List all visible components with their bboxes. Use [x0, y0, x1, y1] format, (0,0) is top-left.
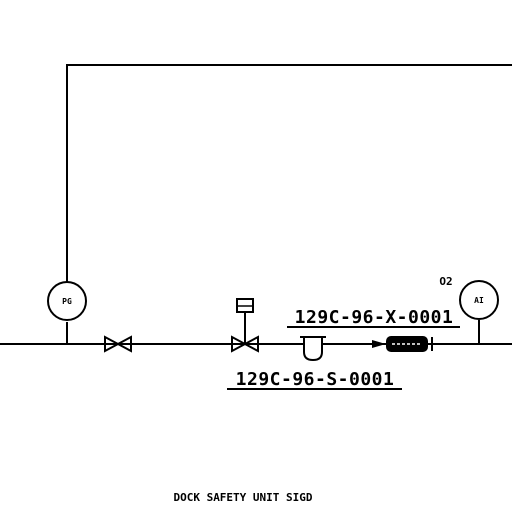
ai-label: AI	[474, 296, 484, 305]
line-tag-upper-text: 129C-96-X-0001	[295, 307, 454, 328]
line-tag-lower-text: 129C-96-S-0001	[236, 369, 395, 390]
valve-1-body	[104, 335, 121, 353]
trap-cup	[303, 337, 323, 362]
valve-2-body-left	[231, 335, 248, 353]
analyzer-element[interactable]	[372, 336, 433, 352]
diagram-caption: DOCK SAFETY UNIT SIGD	[173, 491, 312, 504]
flow-arrow	[372, 340, 386, 348]
gate-valve-1[interactable]	[104, 335, 132, 353]
trap-symbol[interactable]	[300, 336, 326, 362]
solenoid-valve[interactable]	[231, 298, 259, 353]
analyzer-indicator-ai[interactable]: AI O2	[439, 275, 499, 344]
valve-1-body-right	[115, 335, 132, 353]
line-tag-upper[interactable]: 129C-96-X-0001	[287, 307, 460, 328]
pg-bubble	[47, 281, 87, 321]
ai-bubble	[459, 280, 499, 320]
valve-2-body-right	[242, 335, 259, 353]
line-tag-lower[interactable]: 129C-96-S-0001	[227, 369, 402, 390]
upper-return-line	[66, 64, 512, 283]
pg-label: PG	[62, 297, 72, 306]
ai-annotation: O2	[439, 275, 452, 288]
pressure-gauge-pg[interactable]: PG	[47, 281, 87, 344]
